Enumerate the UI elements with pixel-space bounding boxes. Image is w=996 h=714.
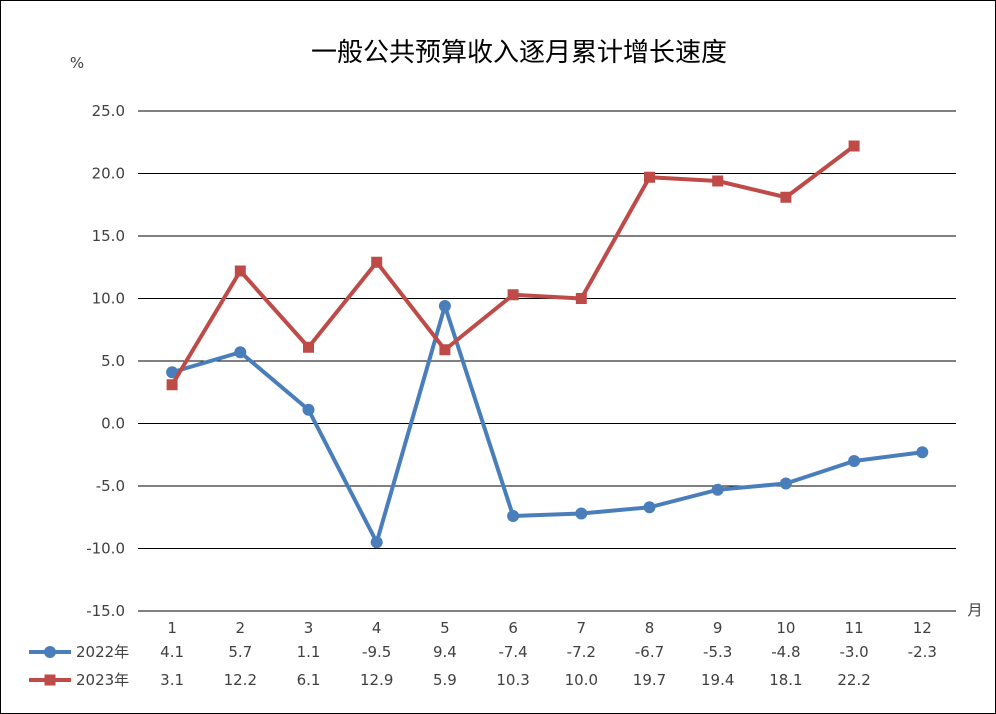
x-tick-label: 4 <box>372 619 382 637</box>
x-tick-label: 7 <box>577 619 587 637</box>
data-point <box>644 171 655 183</box>
data-point <box>916 446 929 459</box>
x-tick-label: 12 <box>913 619 932 637</box>
x-tick-label: 9 <box>713 619 723 637</box>
series-line <box>170 144 856 386</box>
series-lines <box>166 140 929 549</box>
y-tick-label: -10.0 <box>86 540 125 558</box>
data-point <box>439 344 451 356</box>
data-label: 5.7 <box>228 643 252 661</box>
data-label: 19.7 <box>633 671 666 689</box>
data-label: 12.9 <box>360 671 393 689</box>
x-tick-label: 3 <box>304 619 314 637</box>
data-point <box>166 379 178 391</box>
data-point <box>166 366 179 379</box>
data-label: 4.1 <box>160 643 184 661</box>
data-point <box>438 300 451 312</box>
x-tick-label: 2 <box>236 619 246 637</box>
x-axis-ticks: 1 2 3 4 5 6 7 8 9 10 11 12 <box>167 619 932 637</box>
y-tick-label: 20.0 <box>92 165 125 183</box>
data-point <box>507 510 520 522</box>
y-tick-label: 15.0 <box>92 227 125 245</box>
data-label: 19.4 <box>701 671 734 689</box>
data-point <box>371 256 383 268</box>
x-tick-label: 5 <box>440 619 450 637</box>
chart-title: 一般公共预算收入逐月累计增长速度 <box>311 38 727 68</box>
data-label: 1.1 <box>297 643 321 661</box>
legend-marker <box>44 646 56 658</box>
data-point <box>848 455 861 467</box>
y-tick-label: 10.0 <box>92 290 125 308</box>
data-label: 5.9 <box>433 671 457 689</box>
data-point <box>780 191 792 203</box>
x-tick-label: 11 <box>845 619 864 637</box>
data-label: -2.3 <box>908 643 937 661</box>
series-line <box>171 304 923 545</box>
data-label: -7.2 <box>567 643 596 661</box>
y-tick-label: 0.0 <box>101 415 125 433</box>
data-point <box>234 265 246 277</box>
data-label: 22.2 <box>837 671 870 689</box>
y-tick-label: -15.0 <box>86 602 125 620</box>
y-tick-label: 25.0 <box>92 102 125 120</box>
data-label: 9.4 <box>433 643 457 661</box>
legend-label: 2022年 <box>76 643 129 661</box>
data-label: -7.4 <box>498 643 527 661</box>
data-label: -9.5 <box>362 643 391 661</box>
data-label: -6.7 <box>635 643 664 661</box>
x-tick-label: 10 <box>776 619 795 637</box>
data-point <box>303 341 314 353</box>
series-1 <box>166 300 929 549</box>
y-axis-unit: % <box>70 54 84 72</box>
data-point <box>234 346 247 359</box>
gridlines <box>138 110 956 612</box>
data-point <box>779 477 792 490</box>
data-point <box>643 501 656 514</box>
y-axis-ticks: 25.0 20.0 15.0 10.0 5.0 0.0 -5.0 -10.0 -15.0 <box>86 102 125 620</box>
data-label: -4.8 <box>771 643 800 661</box>
data-point <box>575 507 588 520</box>
data-label: -3.0 <box>839 643 868 661</box>
data-label: 10.0 <box>565 671 598 689</box>
data-point <box>575 293 587 304</box>
data-label: 3.1 <box>160 671 184 689</box>
data-table: 2022年 4.1 5.7 1.1 -9.5 9.4 -7.4 -7.2 -6.7 -5.3 -4.… <box>29 643 937 689</box>
x-tick-label: 8 <box>645 619 655 637</box>
data-label: 18.1 <box>769 671 802 689</box>
series-2 <box>166 140 860 391</box>
data-label: 12.2 <box>224 671 257 689</box>
x-tick-label: 1 <box>167 619 177 637</box>
y-tick-label: -5.0 <box>96 477 125 495</box>
legend-marker <box>44 674 56 686</box>
data-point <box>711 483 724 496</box>
data-label: 10.3 <box>496 671 529 689</box>
data-point <box>712 175 724 187</box>
x-axis-unit: 月 <box>967 601 982 619</box>
data-point <box>302 403 315 416</box>
data-label: -5.3 <box>703 643 732 661</box>
data-point <box>848 140 860 152</box>
legend-label: 2023年 <box>76 671 129 689</box>
data-point <box>370 536 383 549</box>
data-point <box>507 289 519 301</box>
x-tick-label: 6 <box>508 619 518 637</box>
y-tick-label: 5.0 <box>101 352 125 370</box>
data-label: 6.1 <box>297 671 321 689</box>
